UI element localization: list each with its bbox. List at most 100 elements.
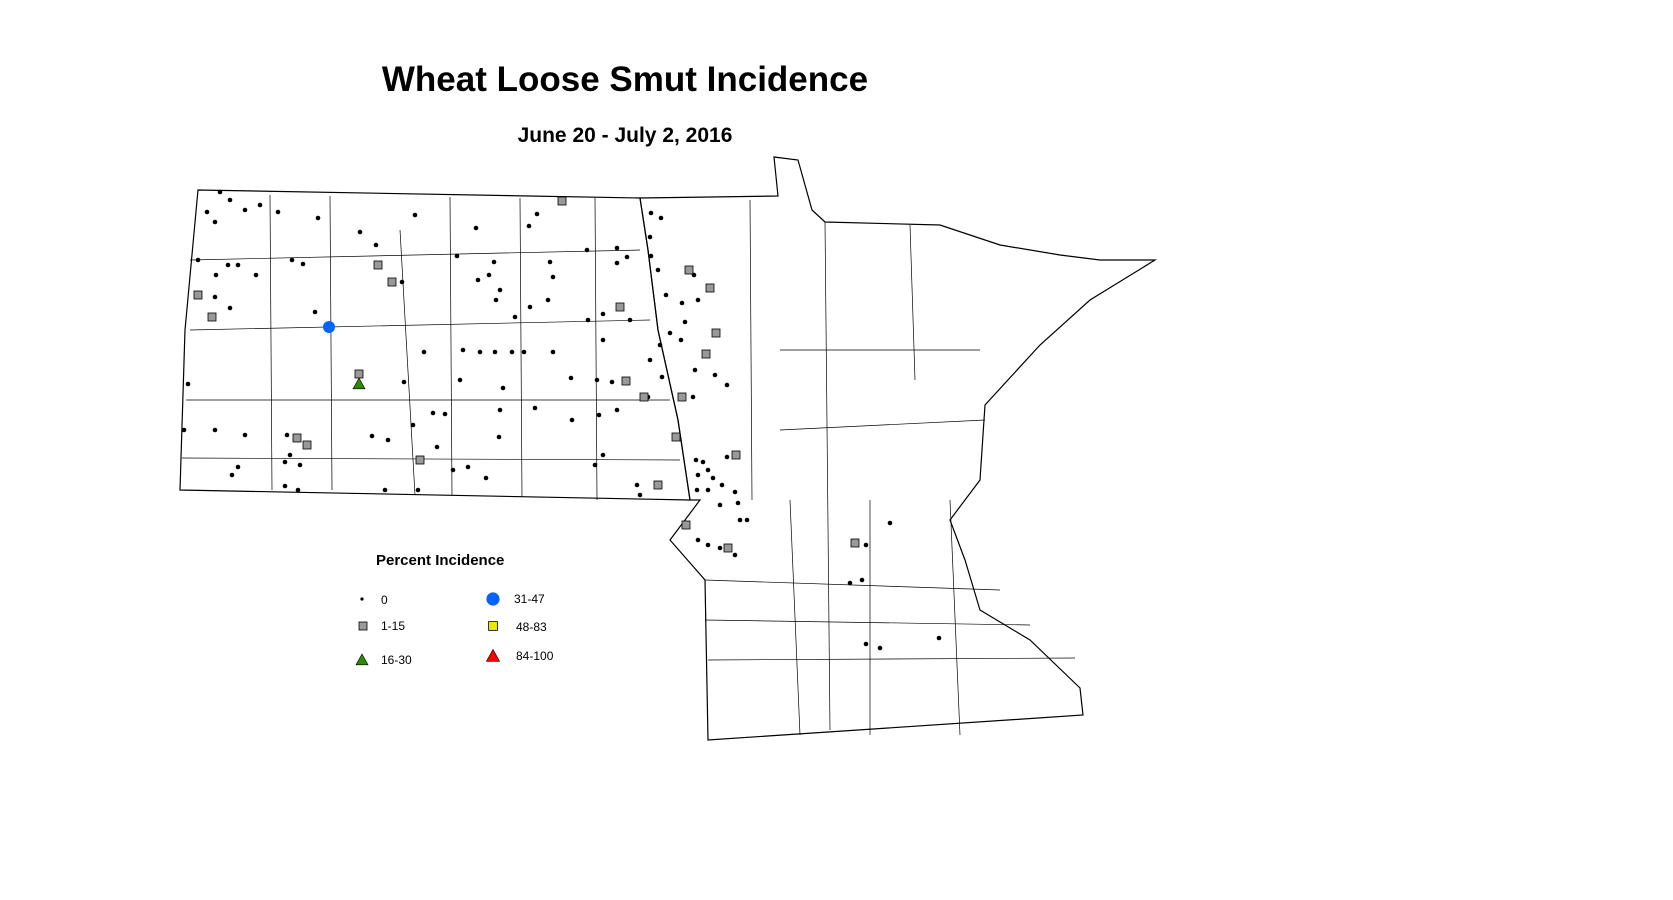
marker-small-dot bbox=[217, 189, 223, 195]
marker-small-dot bbox=[705, 487, 711, 493]
marker-square bbox=[621, 376, 631, 386]
marker-small-dot bbox=[212, 427, 218, 433]
marker-small-dot bbox=[493, 297, 499, 303]
county-line bbox=[329, 195, 333, 491]
marker-small-dot bbox=[732, 489, 738, 495]
legend-label-84-100: 84-100 bbox=[516, 649, 554, 663]
legend-symbol-48-83 bbox=[488, 621, 498, 631]
marker-small-dot bbox=[609, 379, 615, 385]
marker-small-dot bbox=[877, 645, 883, 651]
county-line bbox=[949, 499, 961, 736]
county-boundaries bbox=[181, 194, 1076, 736]
marker-small-dot bbox=[547, 259, 553, 265]
legend-label-48-83: 48-83 bbox=[516, 620, 547, 634]
marker-small-dot bbox=[300, 261, 306, 267]
marker-square bbox=[292, 433, 302, 443]
marker-small-dot bbox=[497, 287, 503, 293]
marker-small-dot bbox=[712, 372, 718, 378]
map-title: Wheat Loose Smut Incidence bbox=[381, 60, 869, 99]
marker-small-dot bbox=[887, 520, 893, 526]
marker-square bbox=[677, 392, 687, 402]
legend-symbol-31-47 bbox=[486, 592, 500, 606]
marker-small-dot bbox=[526, 223, 532, 229]
marker-small-dot bbox=[695, 472, 701, 478]
marker-small-dot bbox=[225, 262, 231, 268]
marker-small-dot bbox=[657, 342, 663, 348]
marker-small-dot bbox=[275, 209, 281, 215]
marker-square bbox=[193, 290, 203, 300]
marker-small-dot bbox=[204, 209, 210, 215]
marker-small-dot bbox=[297, 462, 303, 468]
marker-square bbox=[705, 283, 715, 293]
marker-small-dot bbox=[509, 349, 515, 355]
marker-small-dot bbox=[647, 234, 653, 240]
marker-small-dot bbox=[600, 311, 606, 317]
marker-small-dot bbox=[724, 454, 730, 460]
marker-small-dot bbox=[212, 294, 218, 300]
legend-symbol-0 bbox=[360, 597, 364, 601]
county-line bbox=[704, 619, 1031, 626]
county-line bbox=[449, 196, 453, 496]
marker-square bbox=[711, 328, 721, 338]
marker-small-dot bbox=[936, 635, 942, 641]
marker-small-dot bbox=[648, 253, 654, 259]
marker-small-dot bbox=[700, 459, 706, 465]
marker-small-dot bbox=[457, 377, 463, 383]
marker-small-dot bbox=[295, 487, 301, 493]
marker-small-dot bbox=[569, 417, 575, 423]
marker-small-dot bbox=[235, 464, 241, 470]
marker-small-dot bbox=[450, 467, 456, 473]
marker-small-dot bbox=[421, 349, 427, 355]
marker-small-dot bbox=[242, 207, 248, 213]
marker-small-dot bbox=[705, 467, 711, 473]
marker-small-dot bbox=[442, 411, 448, 417]
marker-small-dot bbox=[717, 545, 723, 551]
marker-small-dot bbox=[667, 330, 673, 336]
marker-small-dot bbox=[357, 229, 363, 235]
marker-square bbox=[850, 538, 860, 548]
marker-small-dot bbox=[312, 309, 318, 315]
marker-square bbox=[302, 440, 312, 450]
marker-square bbox=[387, 277, 397, 287]
county-line bbox=[189, 319, 651, 331]
marker-triangle bbox=[352, 377, 366, 390]
marker-small-dot bbox=[212, 219, 218, 225]
marker-small-dot bbox=[534, 211, 540, 217]
marker-square bbox=[639, 392, 649, 402]
marker-small-dot bbox=[614, 260, 620, 266]
marker-small-dot bbox=[477, 349, 483, 355]
marker-small-dot bbox=[430, 410, 436, 416]
marker-small-dot bbox=[659, 374, 665, 380]
marker-small-dot bbox=[655, 267, 661, 273]
marker-small-dot bbox=[315, 215, 321, 221]
marker-small-dot bbox=[497, 407, 503, 413]
marker-square bbox=[415, 455, 425, 465]
marker-small-dot bbox=[724, 382, 730, 388]
marker-small-dot bbox=[253, 272, 259, 278]
marker-small-dot bbox=[637, 492, 643, 498]
marker-small-dot bbox=[647, 357, 653, 363]
marker-small-dot bbox=[415, 487, 421, 493]
marker-small-dot bbox=[483, 475, 489, 481]
marker-small-dot bbox=[229, 472, 235, 478]
marker-small-dot bbox=[410, 422, 416, 428]
marker-small-dot bbox=[550, 349, 556, 355]
map-subtitle: June 20 - July 2, 2016 bbox=[517, 124, 733, 147]
marker-small-dot bbox=[691, 272, 697, 278]
marker-small-dot bbox=[592, 462, 598, 468]
marker-small-dot bbox=[235, 262, 241, 268]
marker-small-dot bbox=[694, 487, 700, 493]
marker-small-dot bbox=[584, 247, 590, 253]
legend-label-0: 0 bbox=[381, 593, 388, 607]
marker-small-dot bbox=[492, 349, 498, 355]
marker-small-dot bbox=[227, 305, 233, 311]
marker-square bbox=[615, 302, 625, 312]
marker-small-dot bbox=[257, 202, 263, 208]
marker-small-dot bbox=[550, 274, 556, 280]
county-line bbox=[824, 221, 831, 731]
marker-small-dot bbox=[460, 347, 466, 353]
marker-small-dot bbox=[287, 452, 293, 458]
legend-symbols bbox=[355, 592, 501, 666]
marker-small-dot bbox=[382, 487, 388, 493]
marker-small-dot bbox=[634, 482, 640, 488]
